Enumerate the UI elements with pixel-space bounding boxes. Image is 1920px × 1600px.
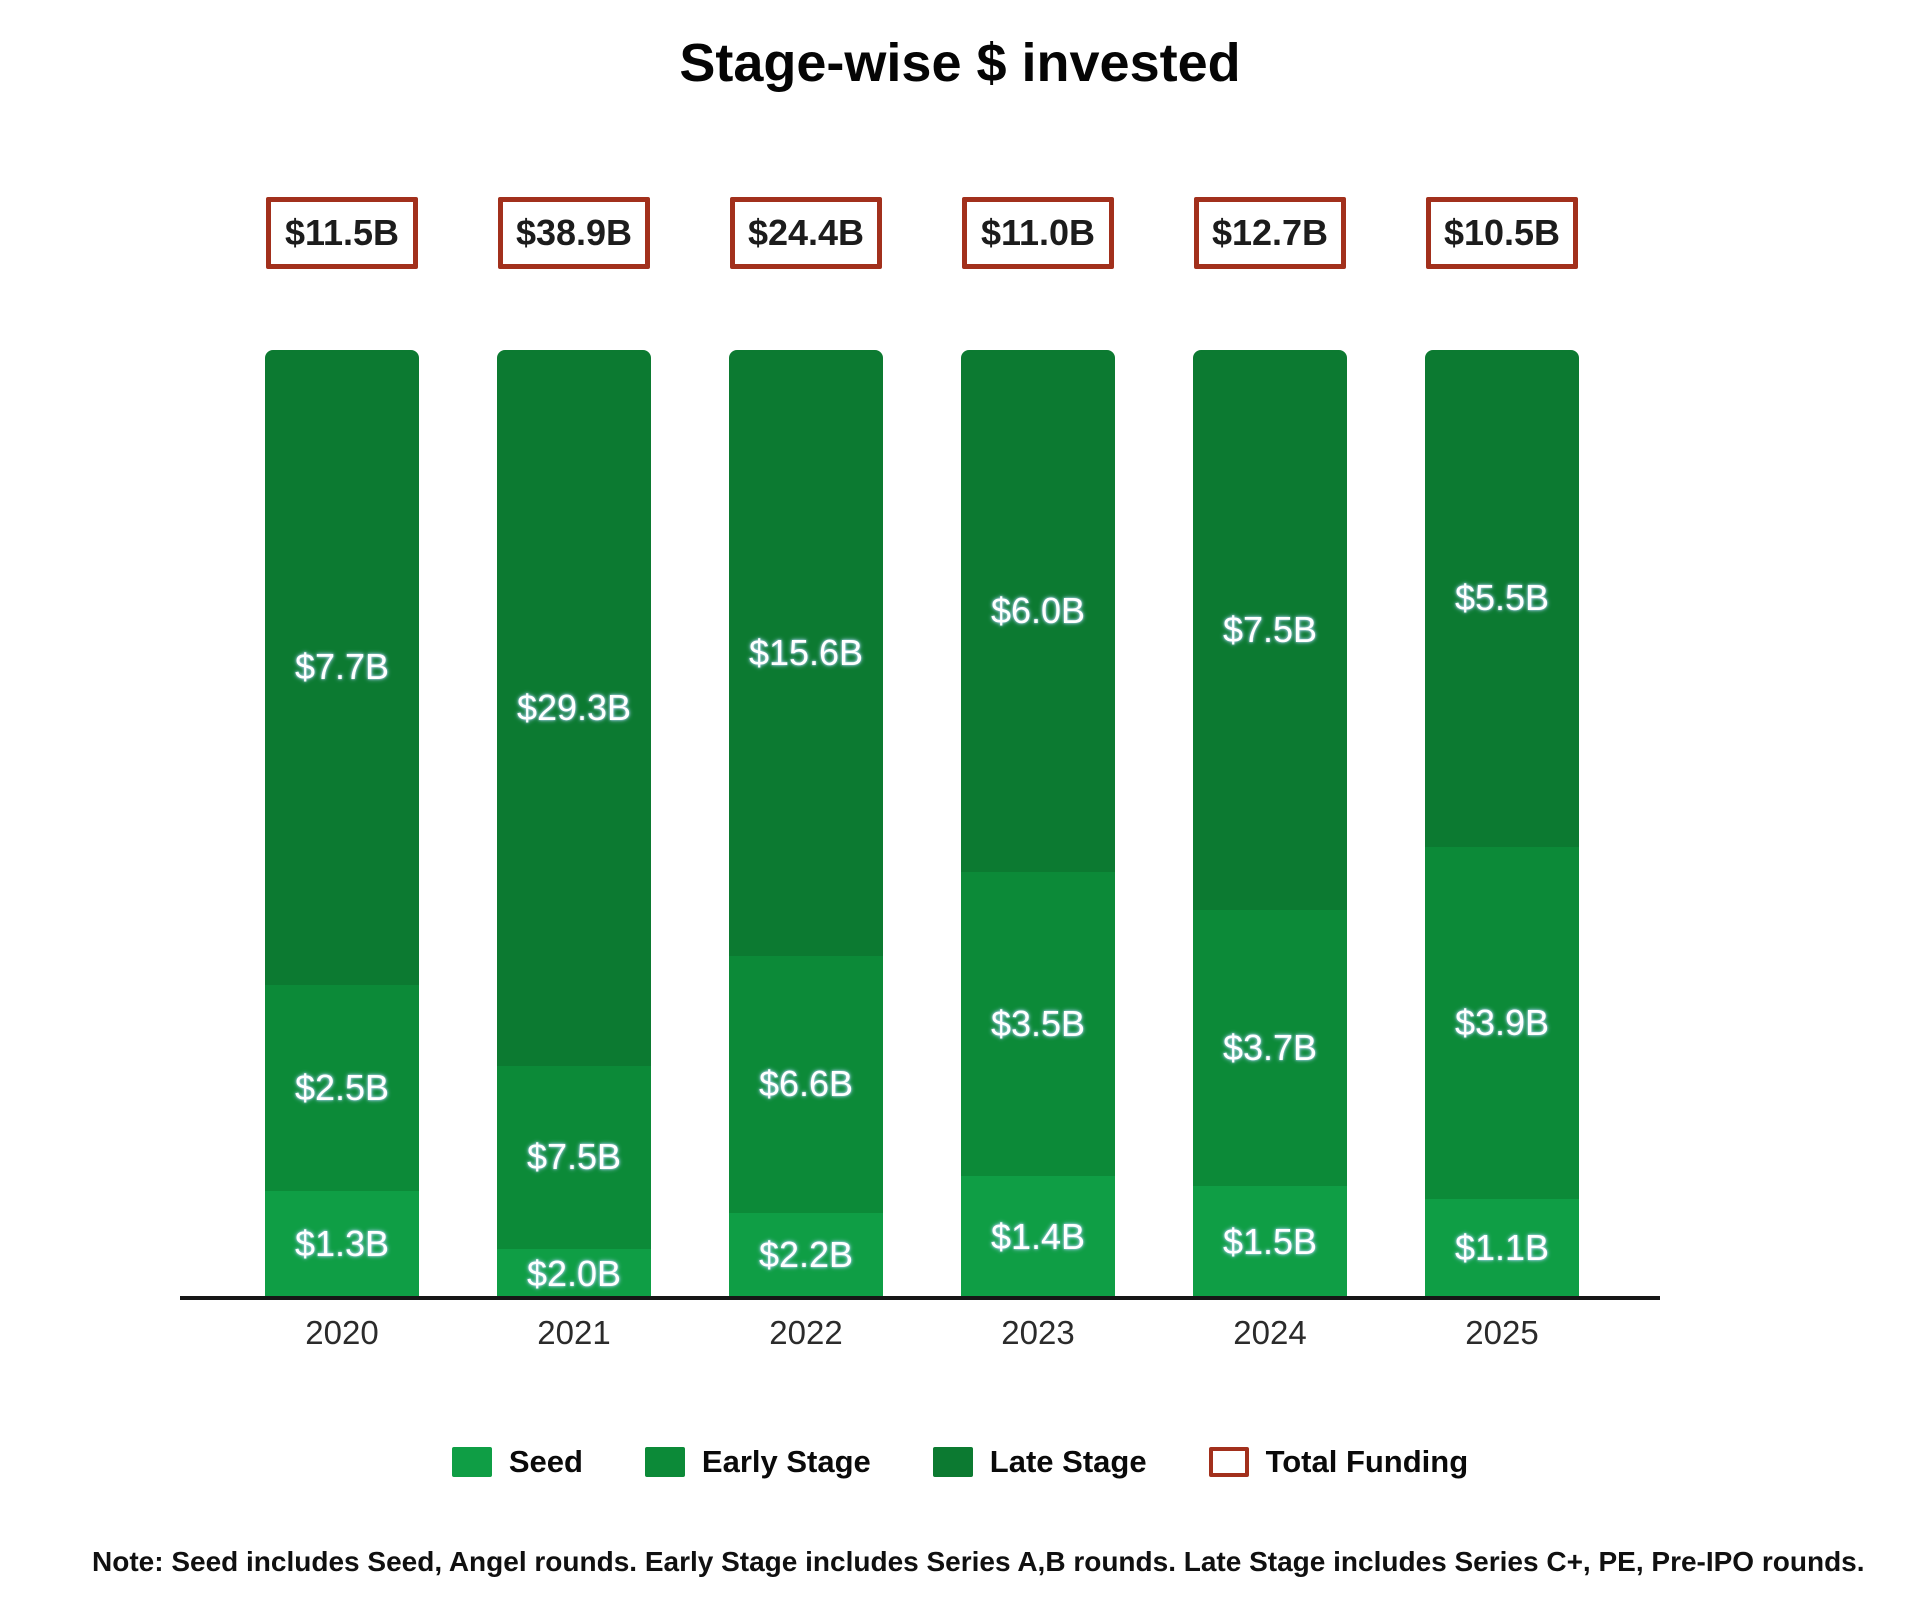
bar-segment-seed: $1.3B <box>265 1190 419 1298</box>
total-funding-box: $11.5B <box>266 197 418 269</box>
bar-segment-early-stage: $7.5B <box>497 1065 651 1250</box>
legend-swatch-seed <box>451 1447 492 1477</box>
bar-segment-late-stage: $15.6B <box>729 350 883 957</box>
legend-label: Total Funding <box>1265 1444 1469 1479</box>
bar-segment-seed: $1.5B <box>1193 1186 1347 1298</box>
segment-value-label: $1.1B <box>1454 1227 1550 1269</box>
segment-value-label: $15.6B <box>748 632 864 674</box>
bar-column-2021: $29.3B $7.5B $2.0B <box>497 350 651 1298</box>
total-funding-box: $11.0B <box>962 197 1114 269</box>
bar-segment-late-stage: $29.3B <box>497 350 651 1066</box>
total-funding-value: $11.5B <box>284 212 400 253</box>
segment-value-label: $7.5B <box>1222 608 1318 650</box>
bar-segment-early-stage: $2.5B <box>265 984 419 1191</box>
segment-value-label: $1.3B <box>294 1223 390 1265</box>
segment-value-label: $6.0B <box>990 589 1086 631</box>
segment-value-label: $6.6B <box>758 1063 854 1105</box>
segment-value-label: $2.0B <box>526 1252 622 1294</box>
total-funding-value: $38.9B <box>515 212 633 253</box>
segment-value-label: $7.7B <box>294 646 390 688</box>
total-funding-box: $24.4B <box>730 197 882 269</box>
bar-segment-seed: $2.0B <box>497 1249 651 1298</box>
bar-column-2025: $5.5B $3.9B $1.1B <box>1425 350 1579 1298</box>
bar-segment-late-stage: $7.5B <box>1193 350 1347 910</box>
segment-value-label: $1.4B <box>990 1216 1086 1258</box>
legend-swatch-late_stage <box>932 1447 973 1477</box>
bar-segment-early-stage: $6.6B <box>729 956 883 1213</box>
page-title: Stage-wise $ invested <box>679 33 1241 93</box>
footnote: Note: Seed includes Seed, Angel rounds. … <box>92 1546 1865 1577</box>
bar-segment-early-stage: $3.5B <box>961 871 1115 1177</box>
legend: Seed Early Stage Late Stage Total Funding <box>0 1444 1920 1480</box>
legend-label: Early Stage <box>701 1444 871 1479</box>
segment-value-label: $29.3B <box>516 686 632 728</box>
total-funding-box: $38.9B <box>498 197 650 269</box>
total-funding-value: $24.4B <box>747 212 865 253</box>
x-axis-year-label: 2021 <box>537 1314 611 1351</box>
bar-segment-late-stage: $7.7B <box>265 350 419 985</box>
legend-item-late-stage: Late Stage <box>932 1444 1147 1480</box>
segment-value-label: $1.5B <box>1222 1220 1318 1262</box>
bar-column-2024: $7.5B $3.7B $1.5B <box>1193 350 1347 1298</box>
legend-label: Seed <box>508 1444 583 1479</box>
legend-swatch-total_outline <box>1208 1447 1249 1477</box>
total-funding-value: $12.7B <box>1211 212 1329 253</box>
total-funding-value: $11.0B <box>980 212 1096 253</box>
segment-value-label: $2.2B <box>758 1234 854 1276</box>
x-axis-year-label: 2022 <box>769 1314 843 1351</box>
legend-item-seed: Seed <box>451 1444 583 1480</box>
total-funding-box: $12.7B <box>1194 197 1346 269</box>
bar-segment-early-stage: $3.7B <box>1193 909 1347 1187</box>
x-axis-year-label: 2020 <box>305 1314 379 1351</box>
legend-label: Late Stage <box>989 1444 1147 1479</box>
total-funding-value: $10.5B <box>1443 212 1561 253</box>
bar-segment-late-stage: $6.0B <box>961 350 1115 872</box>
segment-value-label: $5.5B <box>1454 577 1550 619</box>
bar-segment-early-stage: $3.9B <box>1425 846 1579 1199</box>
bar-segment-late-stage: $5.5B <box>1425 350 1579 847</box>
x-axis-year-label: 2023 <box>1001 1314 1075 1351</box>
segment-value-label: $3.5B <box>990 1003 1086 1045</box>
bar-segment-seed: $1.1B <box>1425 1198 1579 1298</box>
bar-column-2020: $7.7B $2.5B $1.3B <box>265 350 419 1298</box>
bar-column-2023: $6.0B $3.5B $1.4B <box>961 350 1115 1298</box>
bar-column-2022: $15.6B $6.6B $2.2B <box>729 350 883 1298</box>
legend-item-total-funding: Total Funding <box>1208 1444 1469 1480</box>
bar-segment-seed: $1.4B <box>961 1176 1115 1298</box>
total-funding-box: $10.5B <box>1426 197 1578 269</box>
legend-item-early-stage: Early Stage <box>644 1444 871 1480</box>
bar-segment-seed: $2.2B <box>729 1212 883 1298</box>
segment-value-label: $3.9B <box>1454 1001 1550 1043</box>
segment-value-label: $7.5B <box>526 1136 622 1178</box>
x-axis-year-label: 2024 <box>1233 1314 1307 1351</box>
x-axis-line <box>180 1296 1660 1300</box>
x-axis-year-label: 2025 <box>1465 1314 1539 1351</box>
segment-value-label: $3.7B <box>1222 1026 1318 1068</box>
segment-value-label: $2.5B <box>294 1066 390 1108</box>
legend-swatch-early_stage <box>644 1447 685 1477</box>
